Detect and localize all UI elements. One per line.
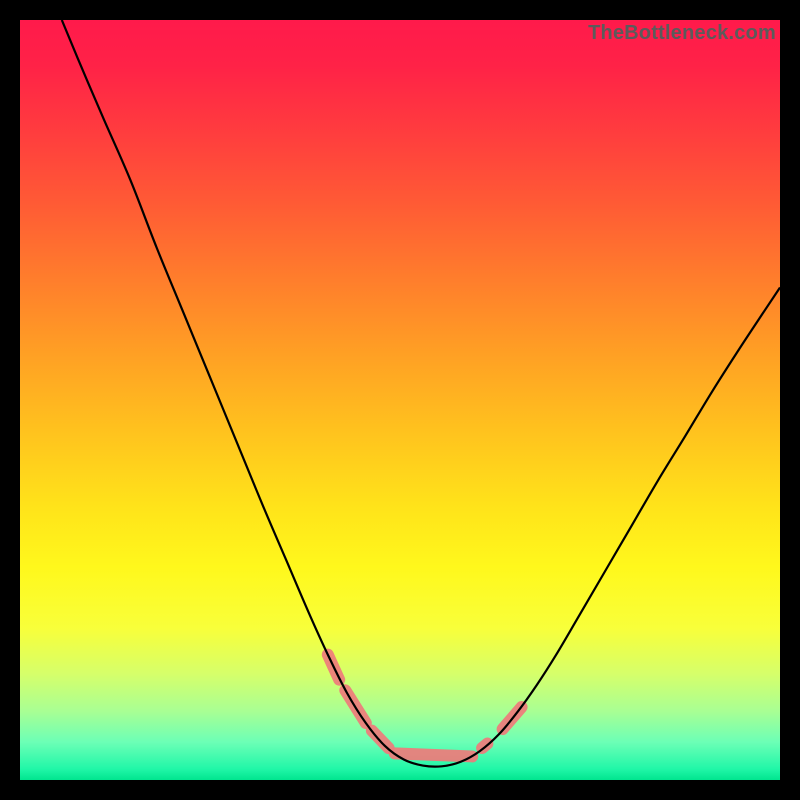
plot-area: TheBottleneck.com (20, 20, 780, 780)
bottleneck-curve (62, 20, 780, 767)
curve-layer (20, 20, 780, 780)
watermark-text: TheBottleneck.com (588, 22, 776, 45)
chart-frame: TheBottleneck.com (0, 0, 800, 800)
